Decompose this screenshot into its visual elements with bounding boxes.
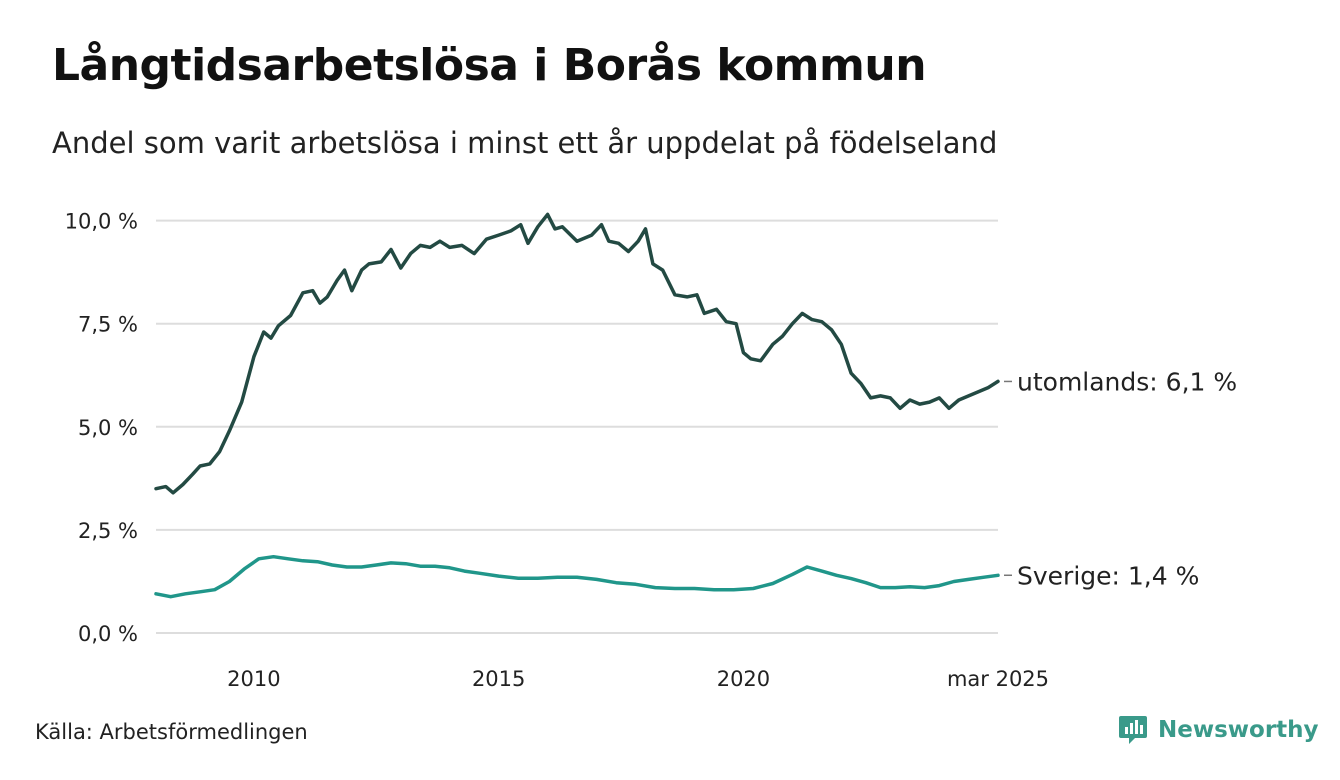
y-tick-label: 2,5 %	[78, 519, 138, 543]
x-tick-label: 2020	[717, 667, 770, 691]
chart-subtitle: Andel som varit arbetslösa i minst ett å…	[52, 126, 998, 160]
x-tick-label: mar 2025	[947, 667, 1049, 691]
y-axis-labels: 0,0 % 2,5 % 5,0 % 7,5 % 10,0 %	[65, 210, 138, 646]
grid-lines	[156, 219, 998, 634]
x-tick-label: 2010	[227, 667, 280, 691]
series-lines	[154, 212, 1000, 599]
newsworthy-logo-icon	[1119, 716, 1147, 744]
y-tick-label: 7,5 %	[78, 313, 138, 337]
series-line-sverige	[154, 554, 1000, 599]
series-line-utomlands	[154, 212, 1000, 495]
x-tick-label: 2015	[472, 667, 525, 691]
brand-logo: Newsworthy	[1118, 714, 1319, 746]
chart-title: Långtidsarbetslösa i Borås kommun	[52, 40, 927, 91]
series-end-label-sverige: Sverige: 1,4 %	[1017, 561, 1199, 590]
y-tick-label: 5,0 %	[78, 416, 138, 440]
x-axis-labels: 2010 2015 2020 mar 2025	[227, 667, 1049, 691]
series-end-label-utomlands: utomlands: 6,1 %	[1017, 367, 1237, 396]
brand-name: Newsworthy	[1158, 717, 1319, 743]
y-tick-label: 10,0 %	[65, 210, 138, 234]
y-tick-label: 0,0 %	[78, 622, 138, 646]
source-note: Källa: Arbetsförmedlingen	[35, 720, 308, 744]
series-end-labels: utomlands: 6,1 % Sverige: 1,4 %	[1004, 367, 1237, 590]
